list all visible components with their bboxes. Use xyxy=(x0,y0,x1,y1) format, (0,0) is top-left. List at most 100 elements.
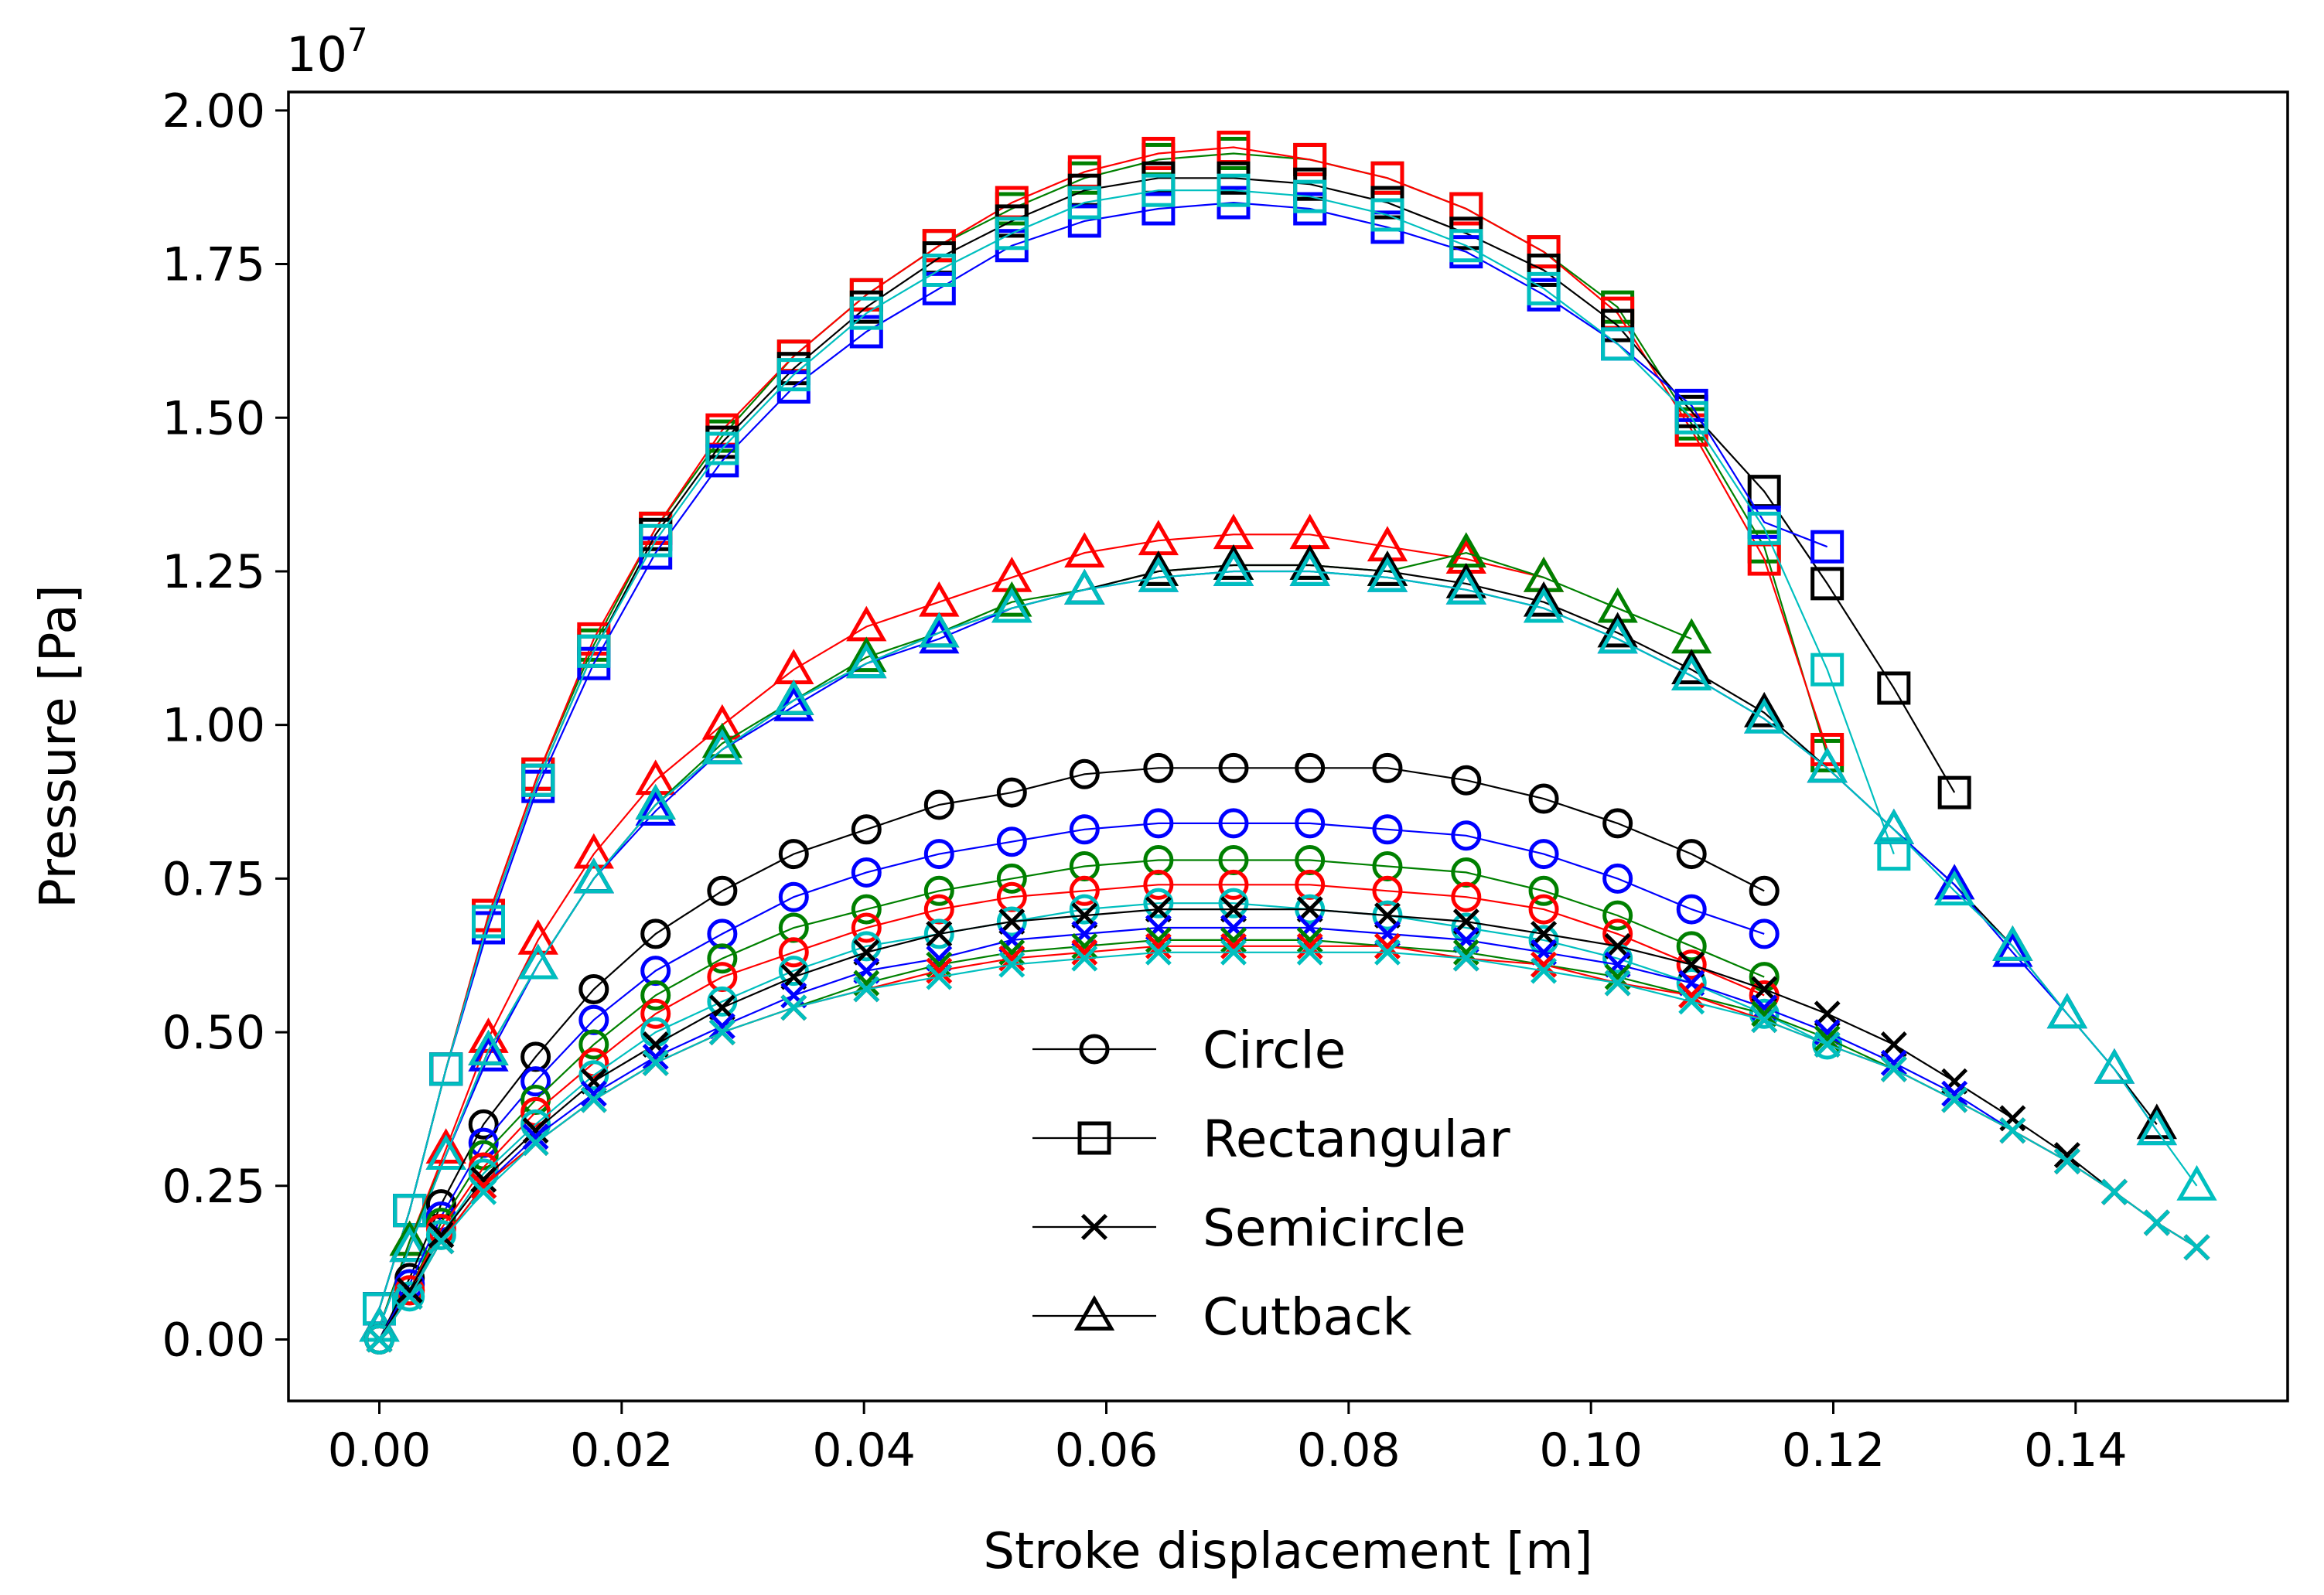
x-marker xyxy=(396,1283,423,1310)
y-exponent-power: 7 xyxy=(347,21,368,59)
triangle-marker xyxy=(1064,568,1105,605)
x-marker xyxy=(1071,939,1098,966)
triangle-marker xyxy=(1523,587,1565,623)
y-exponent-base: 10 xyxy=(286,26,347,83)
circle-marker xyxy=(1143,869,1174,900)
x-marker xyxy=(780,963,807,990)
circle-marker xyxy=(1528,783,1559,814)
triangle-marker xyxy=(1873,808,1914,844)
circle-marker xyxy=(1451,881,1482,912)
x-marker xyxy=(780,994,807,1021)
x-marker xyxy=(1145,939,1172,966)
legend-entry-semicircle: Semicircle xyxy=(1032,1198,1466,1258)
circle-marker xyxy=(1143,752,1174,783)
x-marker xyxy=(1531,957,1558,984)
circle-marker xyxy=(1602,863,1633,894)
square-marker xyxy=(995,216,1029,250)
x-tick-label: 0.00 xyxy=(328,1423,432,1477)
x-marker xyxy=(1941,1086,1968,1113)
triangle-marker xyxy=(1445,568,1486,605)
square-marker xyxy=(1370,198,1404,232)
square-marker xyxy=(1527,271,1561,305)
square-marker xyxy=(472,905,505,939)
y-tick-label: 1.25 xyxy=(162,545,265,599)
circle-marker xyxy=(1528,894,1559,925)
x-marker xyxy=(470,1178,497,1205)
x-marker xyxy=(1071,920,1098,947)
x-marker xyxy=(998,926,1025,953)
square-marker xyxy=(1370,161,1404,195)
x-marker xyxy=(580,1086,607,1113)
circle-marker xyxy=(707,943,738,974)
ticks-layer: 0.00 0.02 0.04 0.06 0.08 0.10 0.12 0.14 0.00 0.25… xyxy=(162,84,2127,1477)
triangle-marker xyxy=(1807,747,1848,783)
circle-marker xyxy=(851,814,882,845)
triangle-marker xyxy=(425,1128,466,1164)
circle-marker xyxy=(1143,808,1174,839)
triangle-marker xyxy=(1213,550,1254,586)
x-marker xyxy=(2053,1142,2080,1169)
x-marker xyxy=(522,1123,549,1150)
triangle-marker xyxy=(389,1226,430,1263)
circle-marker xyxy=(578,1060,609,1091)
circle-marker xyxy=(778,956,809,987)
series-layer xyxy=(359,131,2217,1355)
circle-marker xyxy=(1749,875,1780,906)
circle-marker xyxy=(640,918,671,949)
triangle-marker xyxy=(573,857,614,894)
x-marker xyxy=(1751,1007,1778,1034)
square-marker xyxy=(1877,671,1911,705)
circle-marker xyxy=(1218,869,1249,900)
x-marker xyxy=(1374,920,1401,947)
x-marker xyxy=(1145,896,1172,923)
x-marker xyxy=(1296,926,1323,953)
square-marker xyxy=(1810,653,1845,687)
x-tick-label: 0.10 xyxy=(1539,1423,1643,1477)
triangle-marker xyxy=(468,1030,509,1065)
triangle-marker xyxy=(701,704,743,740)
square-marker xyxy=(1810,732,1845,766)
triangle-marker xyxy=(1992,925,2033,961)
x-marker xyxy=(642,1049,669,1076)
circle-marker xyxy=(778,839,809,870)
square-marker xyxy=(1142,136,1176,170)
circle-marker xyxy=(1069,894,1100,925)
circle-marker xyxy=(851,857,882,888)
x-marker xyxy=(1374,932,1401,959)
square-marker xyxy=(429,1052,463,1086)
triangle-marker xyxy=(468,1036,509,1072)
x-marker xyxy=(1296,932,1323,959)
x-marker xyxy=(1531,939,1558,966)
x-marker xyxy=(1071,945,1098,972)
legend-circle-marker xyxy=(1079,1034,1110,1065)
circle-marker xyxy=(1069,758,1100,789)
circle-marker xyxy=(851,912,882,943)
circle-marker xyxy=(364,1324,394,1355)
square-marker xyxy=(1601,327,1635,361)
triangle-marker xyxy=(2046,993,2088,1029)
circle-marker xyxy=(394,1281,425,1312)
triangle-marker xyxy=(919,612,960,648)
circle-marker xyxy=(1218,888,1249,918)
circle-marker xyxy=(1143,888,1174,918)
square-marker xyxy=(639,523,673,557)
square-marker xyxy=(922,271,956,305)
circle-marker xyxy=(923,875,954,906)
x-marker xyxy=(1531,920,1558,947)
circle-marker xyxy=(1676,839,1707,870)
triangle-marker xyxy=(1138,550,1179,586)
square-marker xyxy=(1293,179,1327,213)
circle-marker xyxy=(425,1219,456,1250)
square-marker xyxy=(922,254,956,288)
x-marker xyxy=(1452,945,1479,972)
triangle-marker xyxy=(635,790,676,826)
triangle-marker xyxy=(1367,557,1408,592)
x-marker xyxy=(780,982,807,1009)
triangle-marker xyxy=(1597,612,1638,648)
circle-marker xyxy=(468,1109,499,1140)
square-marker xyxy=(849,315,883,349)
circle-marker xyxy=(778,881,809,912)
square-marker xyxy=(521,763,555,797)
